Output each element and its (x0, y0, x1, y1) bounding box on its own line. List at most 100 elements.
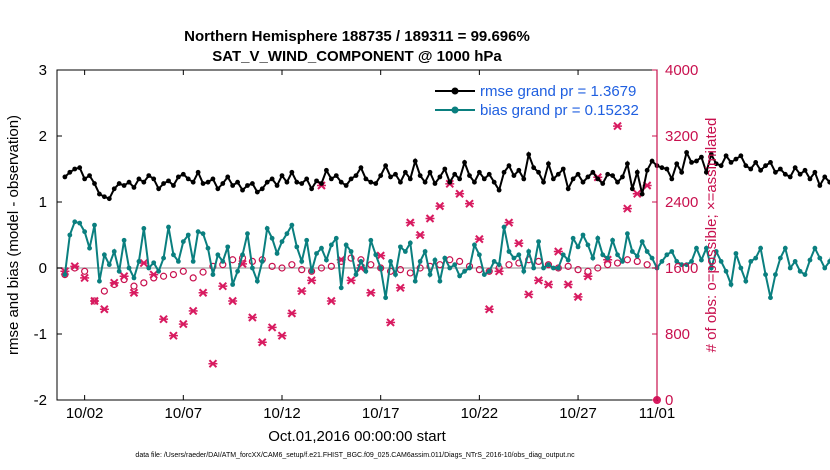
bias-point (560, 252, 566, 258)
rmse-point (644, 167, 650, 173)
obs-assimilated-point (139, 258, 149, 268)
bias-point (328, 242, 334, 248)
obs-assimilated-point (287, 309, 297, 318)
rmse-point (407, 176, 413, 182)
rmse-point (610, 173, 615, 179)
bias-point (442, 255, 448, 261)
rmse-point (72, 166, 78, 172)
bias-point (634, 253, 640, 259)
obs-possible-point (298, 266, 306, 274)
bias-point (708, 265, 714, 271)
bias-point (481, 272, 487, 277)
bias-point (501, 224, 507, 230)
rmse-point (462, 160, 467, 165)
rmse-point (230, 183, 236, 188)
obs-assimilated-point (346, 276, 356, 285)
obs-assimilated-point (504, 218, 514, 227)
bias-point (541, 265, 546, 271)
rmse-point (116, 181, 122, 186)
rmse-point (624, 161, 630, 167)
bias-point (215, 252, 221, 258)
bias-point (407, 240, 413, 246)
obs-possible-point (613, 259, 622, 267)
obs-possible-point (278, 264, 286, 272)
bias-point (570, 235, 576, 241)
rmse-point (777, 166, 783, 172)
rmse-point (797, 171, 803, 177)
rmse-point (249, 181, 255, 186)
bias-point (595, 235, 601, 241)
bias-point (664, 252, 670, 258)
x-tick-label: 10/22 (461, 405, 499, 422)
bias-point (368, 237, 374, 243)
bias-point (245, 231, 250, 237)
bias-point (585, 242, 591, 248)
rmse-point (659, 165, 665, 171)
bias-point (649, 255, 655, 261)
bias-point (812, 245, 818, 251)
y-tick-label: 1 (39, 194, 47, 211)
bias-point (713, 249, 719, 254)
rmse-point (812, 169, 818, 175)
bias-point (694, 245, 699, 251)
bias-point (338, 285, 344, 291)
bias-point (457, 273, 463, 279)
rmse-point (304, 176, 310, 182)
bias-point (684, 262, 690, 268)
bias-point (363, 268, 369, 274)
rmse-point (753, 160, 759, 165)
rmse-point (526, 152, 532, 157)
bias-point (269, 235, 275, 241)
rmse-point (121, 183, 127, 188)
rmse-point (284, 179, 290, 185)
y-right-tick-label: 1600 (665, 260, 698, 277)
bias-point (797, 268, 803, 274)
bias-point (733, 251, 739, 256)
rmse-point (220, 181, 226, 186)
rmse-point (649, 158, 655, 164)
legend-rmse-label: rmse grand pr = 1.3679 (480, 83, 636, 100)
rmse-point (467, 173, 472, 179)
rmse-point (442, 166, 448, 172)
obs-assimilated-point (563, 280, 573, 289)
obs-possible-point (268, 262, 276, 270)
rmse-point (496, 187, 502, 193)
obs-possible-point (505, 261, 513, 269)
obs-assimilated-point (277, 331, 287, 340)
y-right-tick-label: 2400 (665, 194, 698, 211)
obs-assimilated-point (149, 270, 159, 279)
bias-point (462, 268, 467, 274)
bias-point (511, 255, 517, 261)
bias-point (748, 259, 754, 264)
bias-point (412, 278, 418, 284)
bias-point (324, 257, 329, 263)
bias-point (264, 226, 270, 231)
obs-possible-point (485, 267, 493, 275)
x-tick-label: 10/17 (362, 405, 400, 422)
bias-point (620, 259, 625, 264)
bias-point (62, 272, 68, 277)
bias-point (254, 278, 260, 284)
bias-point (580, 232, 586, 238)
bias-point (659, 259, 665, 264)
obs-assimilated-point (613, 121, 623, 131)
rmse-point (195, 169, 201, 175)
obs-assimilated-point (159, 314, 169, 324)
x-tick-label: 10/12 (263, 405, 301, 422)
rmse-point (605, 171, 611, 177)
bias-point (378, 265, 384, 271)
bias-point (807, 257, 813, 263)
rmse-point (541, 179, 546, 185)
obs-possible-point (100, 287, 108, 295)
bias-point (550, 265, 556, 271)
rmse-point (151, 176, 157, 182)
rmse-point (773, 169, 778, 175)
rmse-point (67, 169, 73, 175)
bias-point (758, 245, 764, 251)
obs-assimilated-point (99, 305, 109, 314)
obs-assimilated-point (129, 288, 139, 297)
bias-point (447, 265, 453, 271)
rmse-point (324, 167, 329, 173)
bias-point (383, 295, 389, 301)
rmse-point (595, 176, 601, 182)
